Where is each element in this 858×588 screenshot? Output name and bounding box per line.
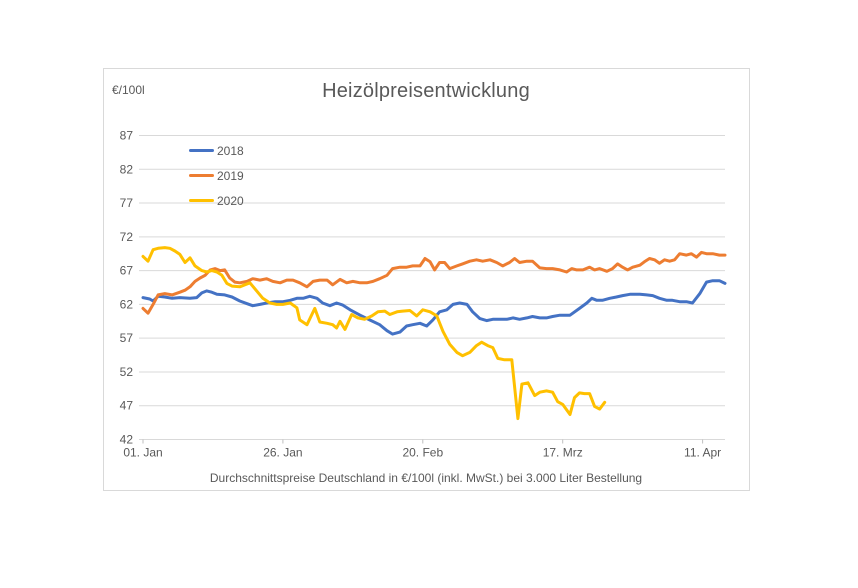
- y-tick-label: 42: [120, 433, 134, 447]
- y-tick-label: 67: [120, 264, 134, 278]
- y-tick-label: 82: [120, 162, 134, 176]
- legend: 2018 2019 2020: [189, 138, 244, 213]
- legend-item-2018: 2018: [189, 138, 244, 163]
- chart-subtitle: Durchschnittspreise Deutschland in €/100…: [209, 471, 643, 485]
- series-line-2018: [141, 279, 727, 336]
- x-tick-label: 20. Feb: [402, 446, 443, 460]
- series-line-2019: [141, 250, 727, 315]
- chart-title: Heizölpreisentwicklung: [322, 80, 530, 102]
- y-tick-label: 72: [120, 230, 134, 244]
- x-tick-label: 17. Mrz: [543, 446, 583, 460]
- legend-swatch-2019: [189, 174, 214, 177]
- series-line-2020: [141, 246, 607, 421]
- y-axis-unit-label: €/100l: [112, 83, 145, 97]
- legend-label-2018: 2018: [217, 143, 244, 158]
- chart-container: [103, 68, 750, 491]
- legend-label-2019: 2019: [217, 168, 244, 183]
- legend-swatch-2018: [189, 149, 214, 152]
- legend-item-2020: 2020: [189, 188, 244, 213]
- y-tick-label: 62: [120, 297, 134, 311]
- x-tick-label: 11. Apr: [684, 446, 721, 460]
- x-tick-label: 01. Jan: [123, 446, 162, 460]
- legend-label-2020: 2020: [217, 193, 244, 208]
- y-tick-label: 57: [120, 331, 134, 345]
- y-tick-label: 77: [120, 196, 134, 210]
- x-tick-label: 26. Jan: [263, 446, 302, 460]
- legend-swatch-2020: [189, 199, 214, 202]
- y-tick-label: 87: [120, 129, 134, 143]
- legend-item-2019: 2019: [189, 163, 244, 188]
- y-tick-label: 52: [120, 365, 134, 379]
- y-tick-label: 47: [120, 399, 134, 413]
